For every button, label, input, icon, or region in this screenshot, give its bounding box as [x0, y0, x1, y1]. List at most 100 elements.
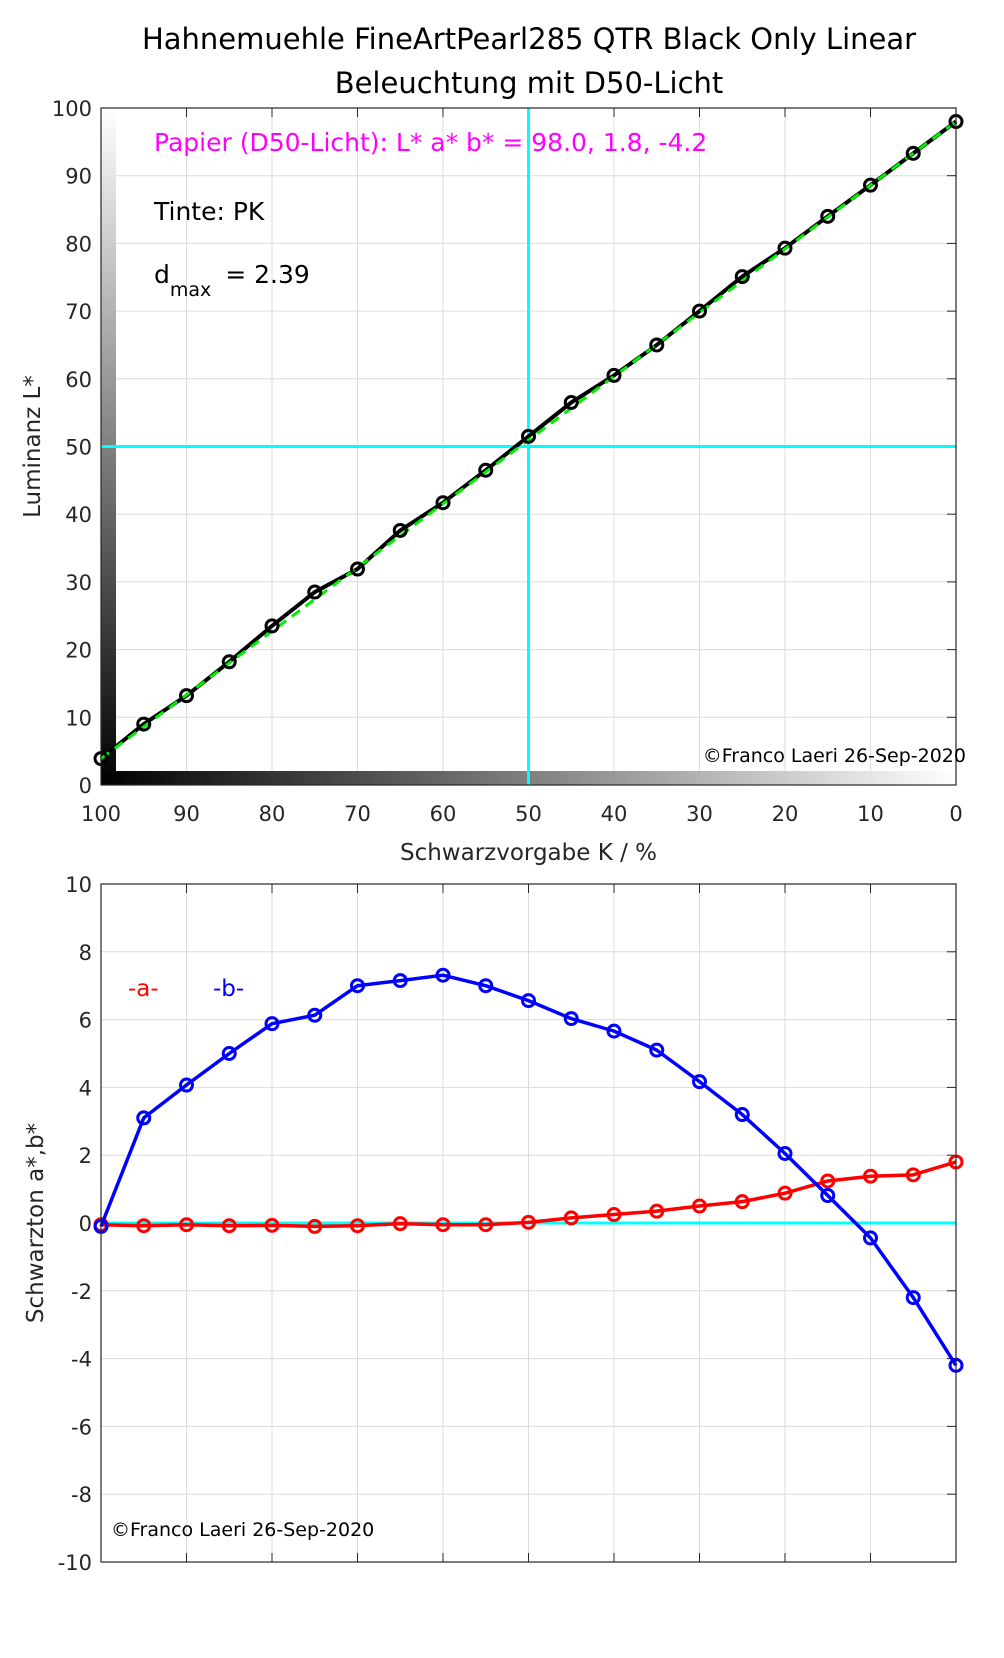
data-point-L	[649, 337, 665, 353]
y-tick-label: 70	[65, 300, 92, 324]
y-tick-label: 100	[52, 97, 92, 121]
copyright-note: ©Franco Laeri 26-Sep-2020	[703, 745, 966, 767]
data-point-a	[563, 1210, 579, 1226]
data-point-b	[649, 1042, 665, 1058]
y-tick-label: 50	[65, 436, 92, 460]
data-point-a	[820, 1173, 836, 1189]
data-point-b	[606, 1023, 622, 1039]
data-point-a	[478, 1217, 494, 1233]
data-point-L	[221, 654, 237, 670]
x-tick-label: 10	[857, 802, 884, 826]
data-point-a	[350, 1218, 365, 1234]
data-point-b	[264, 1016, 280, 1032]
y-axis-label: Schwarzton a*,b*	[23, 1123, 49, 1323]
y-tick-label: 0	[79, 1212, 92, 1236]
data-point-a	[435, 1217, 451, 1233]
y-tick-label: 6	[79, 1009, 92, 1033]
data-point-L	[563, 394, 579, 410]
data-point-a	[649, 1203, 665, 1219]
y-tick-label: 40	[65, 503, 92, 527]
data-point-a	[307, 1218, 323, 1234]
data-point-b	[350, 978, 365, 994]
y-tick-label: 20	[65, 639, 92, 663]
x-tick-label: 30	[686, 802, 713, 826]
y-tick-label: 4	[79, 1076, 92, 1100]
y-tick-label: -10	[58, 1551, 92, 1575]
data-point-b	[435, 967, 451, 983]
data-point-L	[179, 688, 194, 704]
y-tick-label: -6	[71, 1415, 92, 1439]
data-point-L	[435, 495, 451, 511]
copyright-note: ©Franco Laeri 26-Sep-2020	[111, 1519, 374, 1541]
x-tick-label: 100	[81, 802, 121, 826]
y-tick-label: 10	[65, 873, 92, 897]
dmax-subscript: max	[170, 279, 211, 301]
y-tick-label: 10	[65, 706, 92, 730]
data-point-L	[863, 177, 878, 193]
chart-title-line-1: Hahnemuehle FineArtPearl285 QTR Black On…	[142, 22, 916, 56]
data-point-b	[136, 1110, 152, 1126]
plot-frame	[100, 883, 957, 1563]
x-tick-label: 60	[430, 802, 457, 826]
x-tick-label: 20	[772, 802, 799, 826]
data-point-a	[863, 1168, 878, 1184]
data-point-b	[307, 1007, 323, 1023]
data-point-a	[905, 1167, 921, 1183]
ink-annotation: Tinte: PK	[153, 197, 265, 226]
legend-b: -b-	[213, 976, 244, 1002]
data-point-b	[692, 1074, 707, 1090]
x-tick-label: 0	[949, 802, 962, 826]
data-point-b	[221, 1046, 237, 1061]
data-point-L	[478, 462, 494, 478]
y-tick-label: 0	[79, 774, 92, 798]
data-point-a	[606, 1207, 622, 1223]
hue-plot: -10 -8 -6 -4 -2 0 2 4 6 8 10 -a- -b- ©Franco Laeri 26…	[23, 873, 964, 1575]
data-point-a	[692, 1198, 707, 1214]
data-point-L	[350, 561, 365, 577]
paper-annotation: Papier (D50-Licht): L* a* b* = 98.0, 1.8…	[154, 128, 707, 157]
data-point-b	[734, 1107, 750, 1123]
data-point-a	[392, 1216, 408, 1232]
x-tick-label: 40	[601, 802, 628, 826]
data-point-a	[521, 1214, 536, 1230]
data-point-b	[563, 1011, 579, 1027]
y-tick-label: 8	[79, 941, 92, 965]
data-point-b	[905, 1290, 921, 1306]
data-point-a	[221, 1218, 237, 1234]
dmax-annotation: dmax = 2.39	[154, 260, 310, 301]
y-tick-label: 80	[65, 232, 92, 256]
x-tick-label: 50	[515, 802, 542, 826]
data-point-a	[264, 1217, 280, 1233]
data-point-b	[777, 1146, 793, 1162]
y-tick-label: -4	[71, 1348, 92, 1372]
dmax-value: = 2.39	[217, 260, 310, 289]
data-point-b	[392, 973, 408, 989]
x-tick-label: 80	[259, 802, 286, 826]
data-point-a	[734, 1194, 750, 1210]
data-point-b	[478, 978, 494, 994]
plot-frame	[100, 107, 957, 786]
data-point-a	[136, 1218, 152, 1234]
data-point-b	[820, 1188, 836, 1204]
data-point-L	[777, 240, 793, 256]
y-tick-label: 2	[79, 1144, 92, 1168]
chart-title-line-2: Beleuchtung mit D50-Licht	[335, 66, 724, 100]
data-point-L	[307, 584, 323, 600]
data-point-a	[179, 1217, 194, 1233]
data-point-L	[905, 145, 921, 161]
legend-a: -a-	[128, 976, 159, 1002]
data-point-L	[264, 618, 280, 634]
y-axis-label: Luminanz L*	[20, 375, 46, 518]
y-tick-label: -2	[71, 1280, 92, 1304]
series-line-a	[100, 1160, 957, 1229]
data-point-L	[820, 208, 836, 224]
y-tick-label: 30	[65, 571, 92, 595]
x-tick-label: 90	[173, 802, 200, 826]
data-point-L	[392, 522, 408, 538]
data-point-a	[777, 1185, 793, 1201]
series-line-b	[99, 973, 958, 1367]
data-point-L	[606, 367, 622, 383]
dmax-symbol: d	[154, 260, 170, 289]
